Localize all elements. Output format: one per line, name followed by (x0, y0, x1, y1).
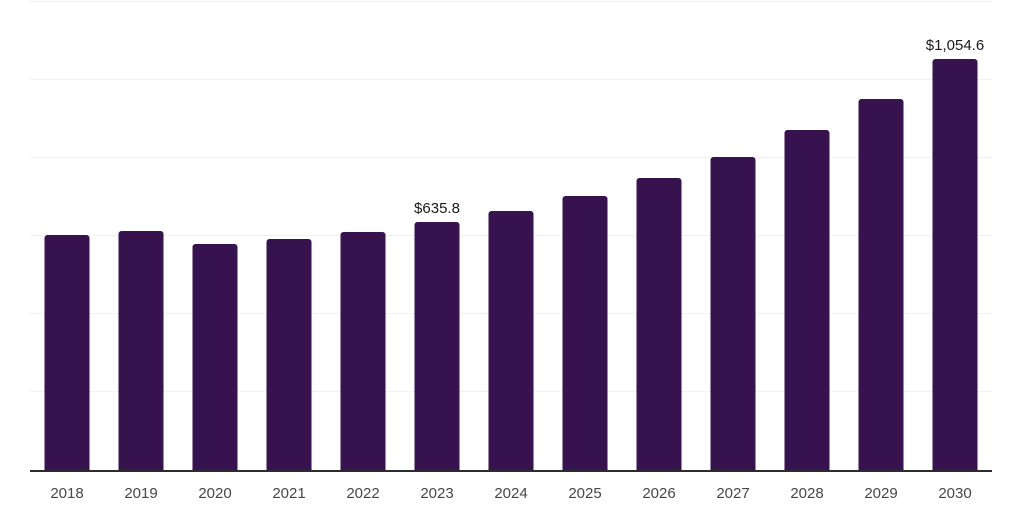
x-tick-label-2029: 2029 (864, 485, 898, 502)
data-label-2030: $1,054.6 (925, 36, 985, 54)
x-tick-label-2021: 2021 (272, 485, 306, 502)
bar-2027 (710, 156, 756, 470)
gridline-1200 (30, 1, 992, 2)
band-2019 (104, 2, 178, 470)
plot-area: $635.8 $1,054.6 (30, 1, 992, 472)
band-2029 (844, 2, 918, 470)
bar-2029 (858, 98, 904, 470)
x-axis-labels: 2018 2019 2020 2021 2022 2023 2024 2025 2026 2027… (30, 485, 992, 505)
bar-2023 (414, 222, 460, 470)
gridline-1000 (30, 79, 992, 80)
bar-2020 (192, 244, 238, 470)
x-tick-label-2020: 2020 (198, 485, 232, 502)
bar-2021 (266, 239, 312, 470)
band-2023: $635.8 (400, 2, 474, 470)
data-label-2023: $635.8 (414, 200, 460, 218)
x-tick-label-2024: 2024 (494, 485, 528, 502)
band-2025 (548, 2, 622, 470)
x-axis-line (30, 470, 992, 472)
x-tick-label-2019: 2019 (124, 485, 158, 502)
bar-2019 (118, 231, 164, 470)
x-tick-label-2023: 2023 (420, 485, 454, 502)
band-2027 (696, 2, 770, 470)
bar-2028 (784, 129, 830, 470)
x-tick-label-2025: 2025 (568, 485, 602, 502)
bar-2022 (340, 232, 386, 470)
bar-2030 (932, 58, 978, 470)
band-2020 (178, 2, 252, 470)
x-tick-label-2026: 2026 (642, 485, 676, 502)
band-2030: $1,054.6 (918, 2, 992, 470)
gridline-800 (30, 157, 992, 158)
bar-2026 (636, 177, 682, 470)
band-2024 (474, 2, 548, 470)
x-tick-label-2028: 2028 (790, 485, 824, 502)
x-tick-label-2022: 2022 (346, 485, 380, 502)
band-2026 (622, 2, 696, 470)
bar-2025 (562, 196, 608, 470)
band-2018 (30, 2, 104, 470)
band-2028 (770, 2, 844, 470)
bar-2018 (44, 234, 90, 470)
band-2022 (326, 2, 400, 470)
x-tick-label-2027: 2027 (716, 485, 750, 502)
bar-2024 (488, 211, 534, 470)
x-tick-label-2030: 2030 (938, 485, 972, 502)
band-2021 (252, 2, 326, 470)
x-tick-label-2018: 2018 (50, 485, 84, 502)
